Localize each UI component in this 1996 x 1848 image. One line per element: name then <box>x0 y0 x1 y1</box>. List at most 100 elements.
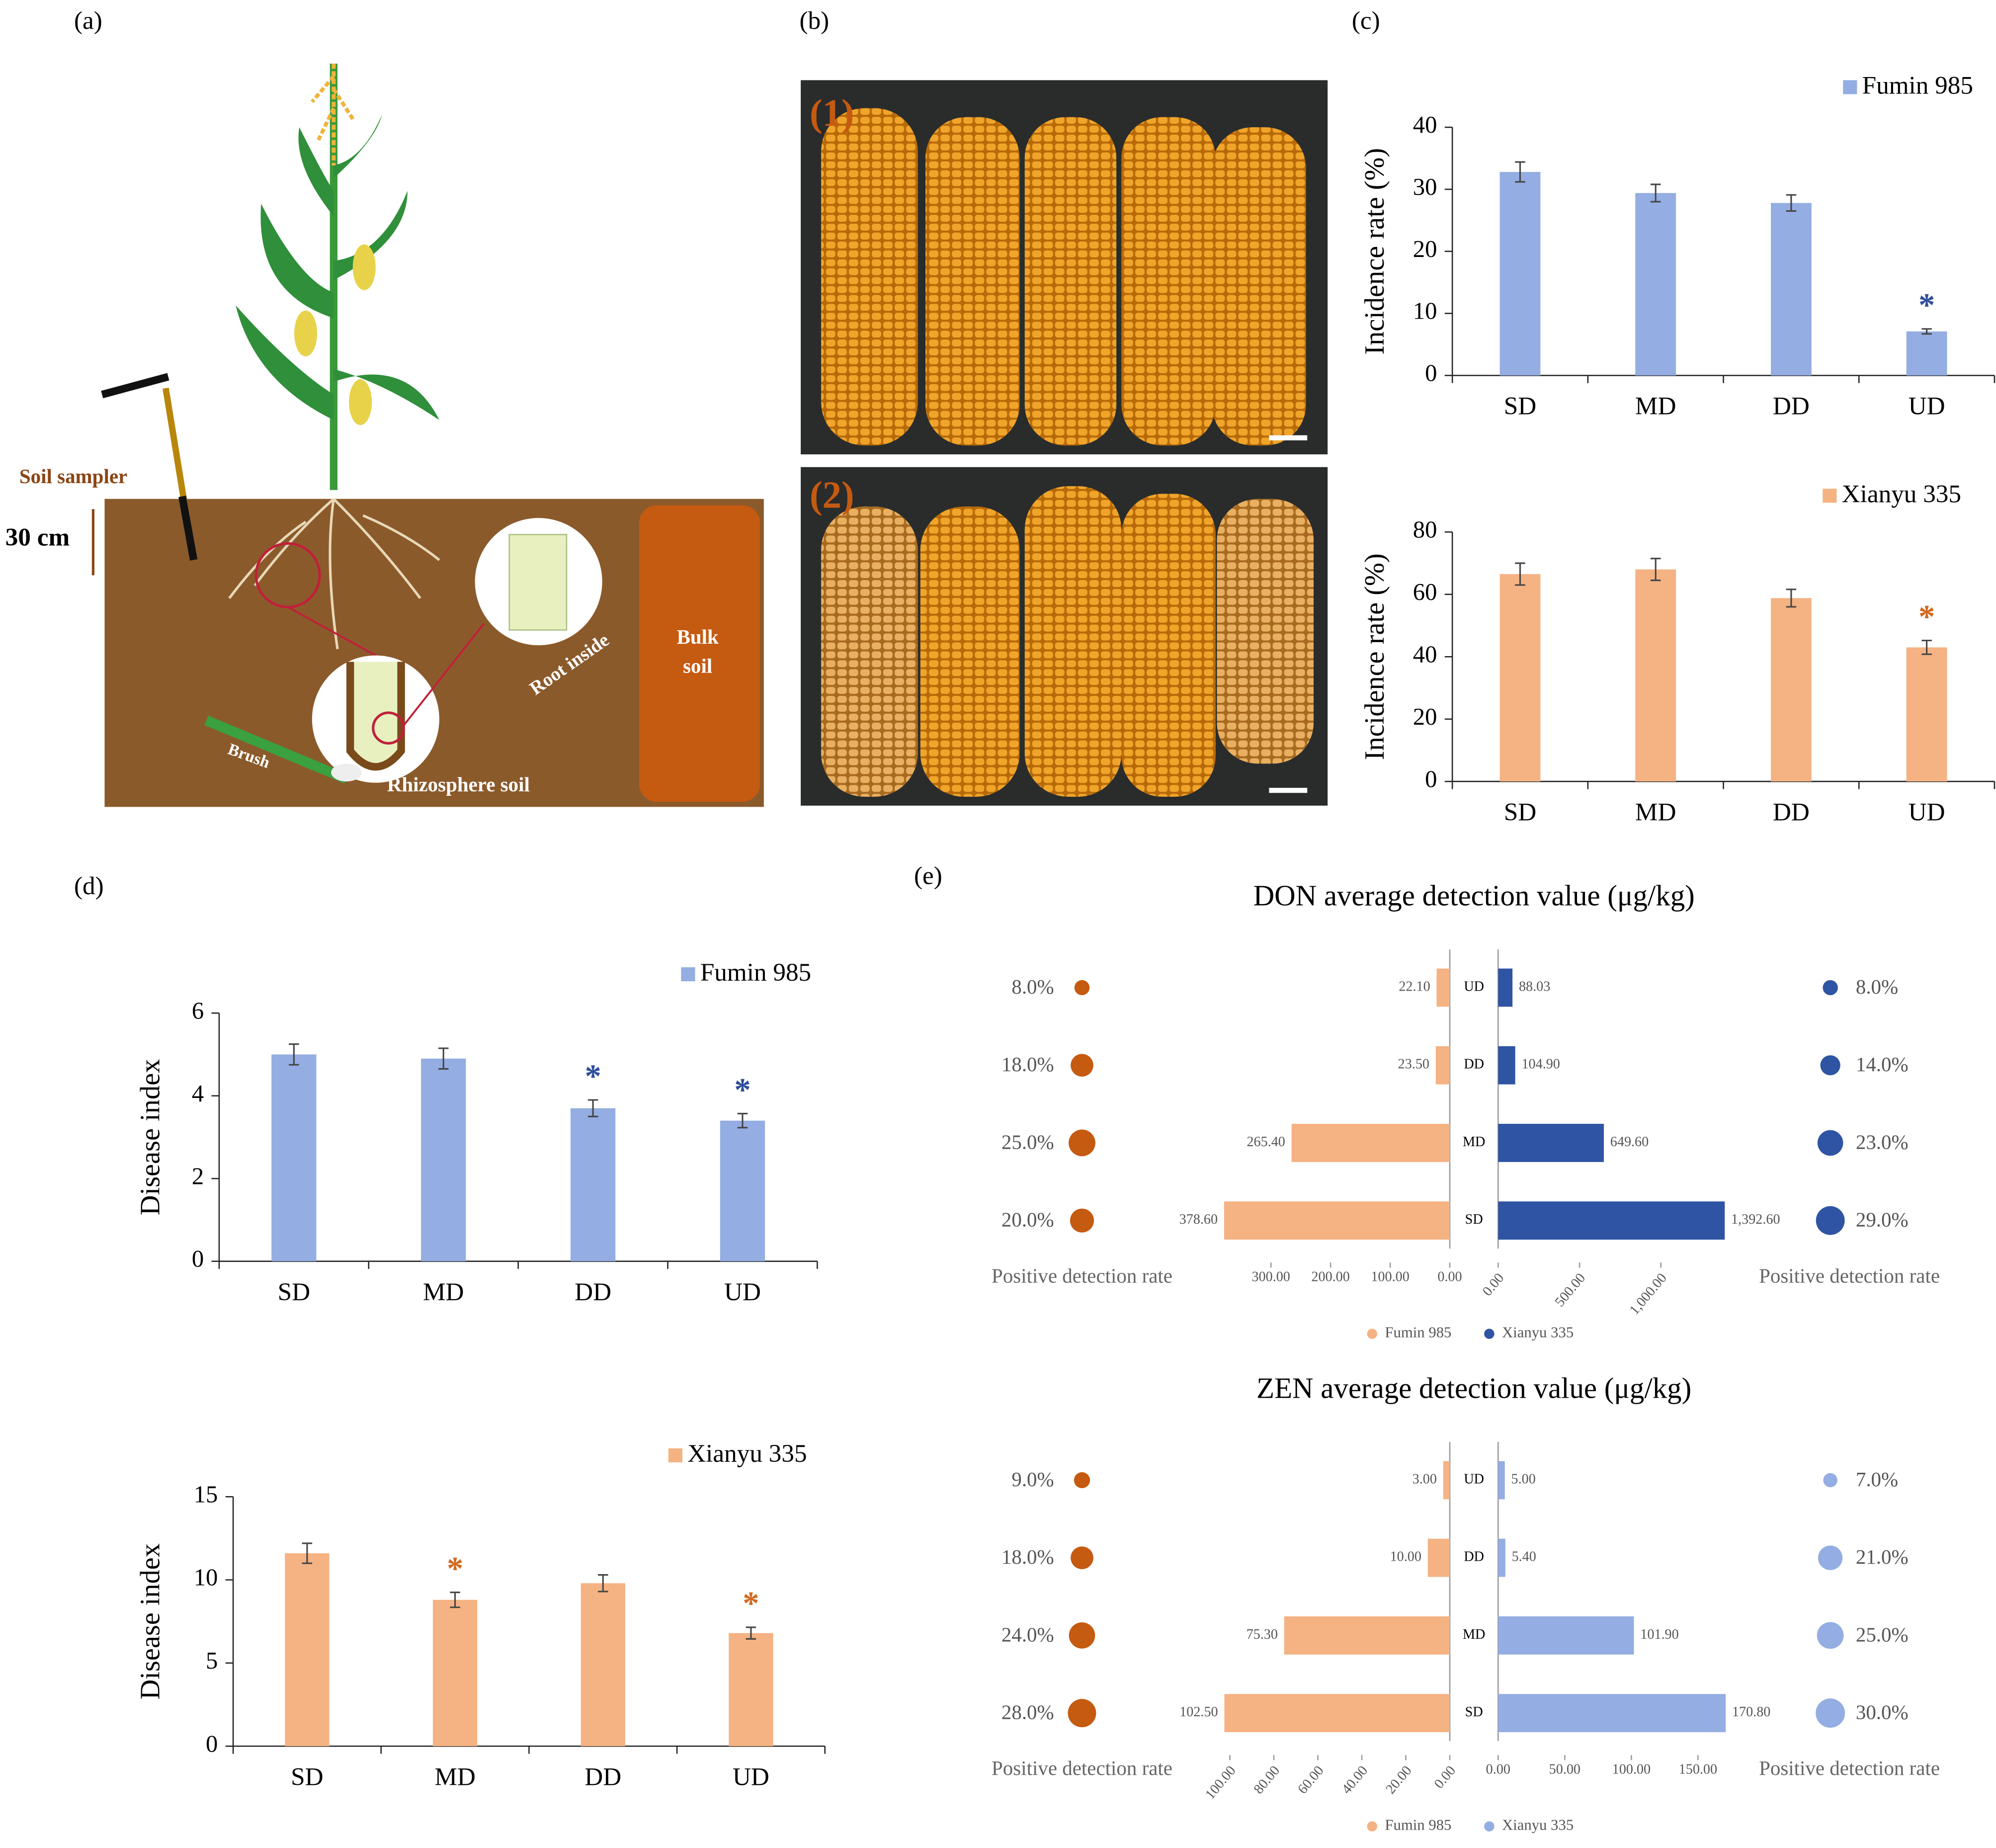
y-tick-label: 60 <box>1413 579 1437 605</box>
value-label: 649.60 <box>1610 1134 1649 1150</box>
value-label: 10.00 <box>1390 1549 1421 1565</box>
illustration-label: Rhizosphere soil <box>387 773 530 796</box>
y-tick-label: 0 <box>1425 360 1437 387</box>
rate-label: 21.0% <box>1856 1545 1909 1568</box>
bar <box>1498 1201 1725 1240</box>
x-tick-label: DD <box>1773 798 1810 827</box>
error-bar <box>450 1592 460 1608</box>
legend-swatch <box>1823 489 1837 503</box>
bar <box>1498 1461 1505 1500</box>
x-tick-label: MD <box>423 1278 464 1306</box>
photo: (1) (2) <box>801 80 1328 806</box>
rate-label: 30.0% <box>1856 1701 1909 1724</box>
illustration-label: soil <box>683 655 712 677</box>
bar <box>729 1633 773 1747</box>
rate-label: 25.0% <box>1001 1130 1054 1153</box>
x-tick-label: 200.00 <box>1311 1269 1349 1284</box>
legend-label: Xianyu 335 <box>1842 480 1961 508</box>
bar <box>1436 968 1450 1007</box>
category-label: DD <box>1464 1549 1484 1565</box>
rate-dot <box>1074 980 1090 996</box>
category-label: SD <box>1465 1212 1483 1227</box>
bar <box>1906 331 1947 376</box>
photo-label: (2) <box>810 474 854 516</box>
illustration: Soil sampler 30 cm Root inside Bulk soil… <box>5 64 764 807</box>
panel-label: (c) <box>1352 6 1380 35</box>
legend-dot <box>1367 1821 1378 1832</box>
x-tick-label: MD <box>1635 798 1676 827</box>
y-tick-label: 10 <box>194 1564 218 1591</box>
category-label: UD <box>1464 1471 1484 1487</box>
legend-swatch <box>668 1448 682 1463</box>
y-axis-label: Disease index <box>135 1543 166 1699</box>
legend-label: Fumin 985 <box>1385 1817 1451 1834</box>
bar <box>1498 1616 1634 1655</box>
rate-label: 29.0% <box>1856 1208 1909 1231</box>
y-tick-label: 15 <box>194 1481 218 1508</box>
rate-dot <box>1070 1208 1094 1233</box>
bar <box>720 1120 765 1261</box>
bar <box>1499 171 1541 376</box>
bar <box>421 1058 466 1261</box>
bar <box>1770 598 1812 782</box>
bar <box>1498 1694 1726 1732</box>
rate-dot <box>1069 1129 1095 1157</box>
value-label: 104.90 <box>1521 1057 1560 1072</box>
legend-swatch <box>1843 80 1857 94</box>
rate-label: 28.0% <box>1001 1701 1054 1724</box>
photo-label: (1) <box>810 92 854 134</box>
rate-axis-label: Positive detection rate <box>992 1264 1172 1287</box>
category-label: UD <box>1464 979 1484 994</box>
y-axis-label: Incidence rate (%) <box>1359 148 1390 355</box>
rate-label: 7.0% <box>1856 1468 1898 1491</box>
x-tick-label: SD <box>1504 392 1536 420</box>
rate-label: 18.0% <box>1001 1053 1054 1076</box>
y-tick-label: 80 <box>1413 516 1437 543</box>
rate-dot <box>1823 980 1838 996</box>
value-label: 102.50 <box>1179 1704 1218 1720</box>
error-bar <box>438 1047 449 1070</box>
bar <box>271 1054 317 1261</box>
error-bar <box>746 1626 756 1640</box>
error-bar <box>737 1112 748 1129</box>
bar <box>432 1599 478 1747</box>
bar <box>1770 203 1812 376</box>
x-tick-label: SD <box>278 1278 310 1306</box>
y-tick-label: 20 <box>1413 703 1437 730</box>
error-bar <box>1650 558 1661 582</box>
significance-star: * <box>734 1072 750 1108</box>
value-label: 75.30 <box>1247 1627 1278 1642</box>
error-bar <box>289 1043 299 1066</box>
bar <box>1224 1201 1450 1240</box>
rate-label: 24.0% <box>1001 1623 1054 1646</box>
x-tick-label: SD <box>1504 798 1536 827</box>
y-tick-label: 30 <box>1413 173 1437 200</box>
rate-axis-label: Positive detection rate <box>1759 1264 1940 1287</box>
legend-label: Fumin 985 <box>1385 1324 1451 1341</box>
significance-star: * <box>584 1058 601 1094</box>
x-tick-label: 100.00 <box>1612 1762 1651 1777</box>
panel-label: (e) <box>914 862 942 890</box>
x-tick-label: MD <box>1635 392 1676 420</box>
rate-label: 9.0% <box>1011 1468 1054 1491</box>
bar <box>1635 193 1676 376</box>
x-tick-label: 0.00 <box>1486 1762 1510 1777</box>
illustration-label: 30 cm <box>5 523 70 551</box>
x-tick-label: 300.00 <box>1251 1269 1290 1284</box>
rate-dot <box>1817 1130 1843 1156</box>
bar <box>1291 1124 1450 1162</box>
value-label: 88.03 <box>1519 979 1550 994</box>
y-tick-label: 10 <box>1413 298 1437 325</box>
rate-label: 23.0% <box>1856 1130 1909 1153</box>
chart-title: DON average detection value (μg/kg) <box>1253 879 1695 912</box>
rate-dot <box>1071 1546 1093 1569</box>
x-tick-label: SD <box>291 1763 323 1791</box>
rate-axis-label: Positive detection rate <box>1759 1757 1940 1779</box>
y-tick-label: 0 <box>1425 765 1437 792</box>
illustration-label: Bulk <box>677 625 719 648</box>
x-tick-label: DD <box>1773 392 1810 420</box>
rate-dot <box>1817 1622 1844 1649</box>
category-label: MD <box>1463 1627 1485 1642</box>
